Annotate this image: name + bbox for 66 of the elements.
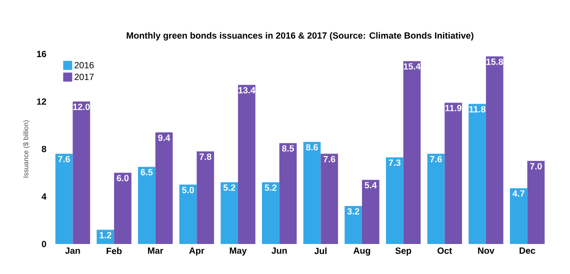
y-tick-label: 4: [42, 193, 46, 200]
data-label: 6.0: [116, 174, 129, 182]
x-tick-label: Nov: [478, 248, 494, 254]
bar: [262, 182, 280, 244]
data-label: 5.4: [364, 182, 377, 188]
data-label: 6.5: [140, 169, 153, 176]
bar: [403, 61, 421, 244]
data-label: 8.6: [306, 144, 318, 150]
bar: [362, 180, 380, 244]
bar: [279, 143, 297, 244]
y-tick-label: 8: [42, 146, 46, 152]
data-label: 4.7: [512, 190, 524, 197]
x-tick-label: Aug: [353, 248, 370, 256]
bar: [486, 56, 504, 244]
chart-title: Monthly green bonds issuances in 2016 & 2017 (Source: Climate Bonds Initiative): [126, 32, 474, 41]
data-label: 7.3: [388, 160, 401, 166]
x-tick-label: May: [230, 248, 247, 256]
data-label: 11.8: [469, 106, 486, 112]
bar: [303, 142, 321, 244]
legend-label: 2016: [74, 62, 94, 68]
bar: [468, 104, 486, 244]
data-label: 3.2: [347, 208, 360, 215]
data-label: 13.4: [238, 87, 256, 94]
x-tick-label: Dec: [520, 248, 536, 254]
data-label: 7.6: [58, 156, 70, 162]
legend-label: 2017: [74, 74, 94, 80]
data-label: 5.2: [264, 184, 277, 191]
y-tick-label: 0: [42, 240, 46, 248]
bar: [55, 154, 73, 244]
bar: [179, 184, 197, 244]
x-tick-label: Sep: [395, 248, 412, 256]
data-label: 7.6: [430, 156, 442, 162]
bar: [510, 188, 528, 244]
data-label: 11.9: [445, 104, 462, 112]
x-tick-label: Oct: [438, 248, 452, 254]
data-label: 8.5: [282, 145, 294, 152]
bar: [320, 154, 338, 244]
x-tick-label: Jan: [65, 248, 80, 254]
bar: [155, 132, 173, 244]
bar: [72, 102, 90, 244]
x-tick-label: Mar: [148, 248, 164, 254]
x-tick-label: Jul: [314, 248, 327, 254]
bar: [427, 154, 445, 244]
data-label: 1.2: [100, 232, 112, 238]
bar: [527, 160, 545, 244]
bar: [344, 206, 362, 244]
data-label: 15.8: [486, 58, 504, 65]
bar: [138, 166, 156, 244]
bar: [196, 151, 214, 244]
x-tick-label: Apr: [189, 248, 204, 256]
data-label: 5.0: [182, 186, 194, 194]
y-tick-label: 12: [37, 98, 46, 105]
bar: [114, 172, 132, 244]
data-label: 7.6: [324, 156, 336, 162]
bar: [220, 182, 238, 244]
x-tick-label: Feb: [106, 248, 122, 254]
bar: [444, 102, 462, 244]
bar: [386, 157, 404, 244]
data-label: 7.0: [530, 163, 542, 170]
data-label: 9.4: [158, 134, 170, 141]
y-tick-label: 16: [37, 50, 46, 58]
data-label: 7.8: [200, 154, 212, 160]
bar: [238, 84, 256, 244]
x-tick-label: Jun: [272, 248, 287, 254]
data-label: 12.0: [73, 104, 90, 110]
data-label: 5.2: [223, 184, 236, 191]
